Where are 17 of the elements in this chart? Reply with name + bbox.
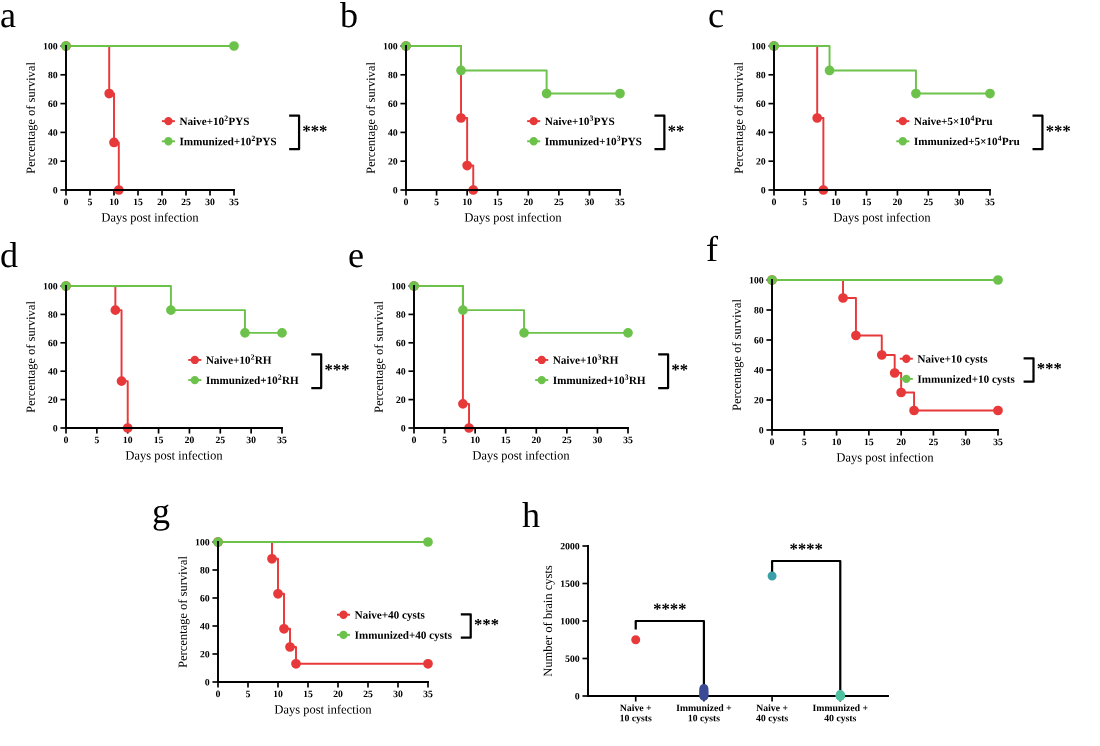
text: b	[340, 2, 357, 28]
annotation: ****	[653, 603, 686, 610]
text: e	[349, 250, 363, 268]
text: f	[707, 235, 719, 262]
text: **	[668, 125, 684, 132]
text: g	[153, 504, 170, 531]
text: h	[522, 502, 540, 528]
text: ***	[1046, 125, 1071, 132]
text: d	[1, 242, 18, 268]
text: ***	[1037, 363, 1062, 370]
annotation: ****	[790, 543, 823, 550]
text: ***	[303, 125, 327, 132]
text: a	[1, 10, 16, 28]
text: ***	[474, 619, 499, 626]
text: ***	[325, 364, 349, 371]
text: **	[672, 364, 688, 371]
text: c	[709, 10, 723, 28]
